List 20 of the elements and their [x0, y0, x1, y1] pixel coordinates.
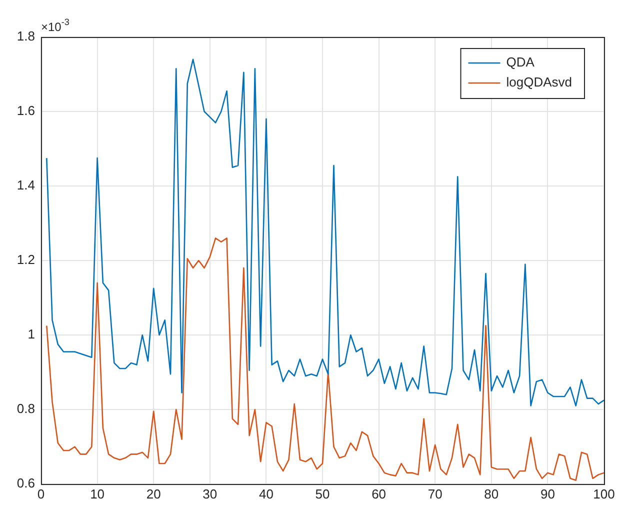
y-tick-label: 1.4	[16, 178, 35, 193]
x-tick-label: 10	[90, 486, 105, 502]
x-tick-label: 60	[372, 486, 386, 502]
y-tick-label: 1	[28, 326, 35, 342]
x-tick-label: 100	[593, 486, 615, 502]
y-tick-label: 0.8	[16, 401, 35, 416]
x-tick-label: 70	[428, 486, 442, 502]
x-tick-label: 80	[484, 486, 499, 502]
y-tick-label: 1.8	[16, 28, 35, 44]
x-tick-label: 0	[37, 486, 45, 502]
x-tick-label: 90	[540, 486, 555, 502]
legend-label: QDA	[506, 54, 535, 70]
x-tick-label: 20	[146, 486, 161, 502]
x-tick-label: 30	[202, 486, 218, 502]
y-tick-label: 1.2	[16, 252, 35, 268]
x-tick-label: 50	[315, 486, 330, 502]
legend-label: logQDAsvd	[506, 74, 572, 90]
x-tick-label: 40	[258, 486, 274, 502]
y-tick-label: 0.6	[16, 476, 35, 491]
y-tick-label: 1.6	[16, 103, 35, 118]
